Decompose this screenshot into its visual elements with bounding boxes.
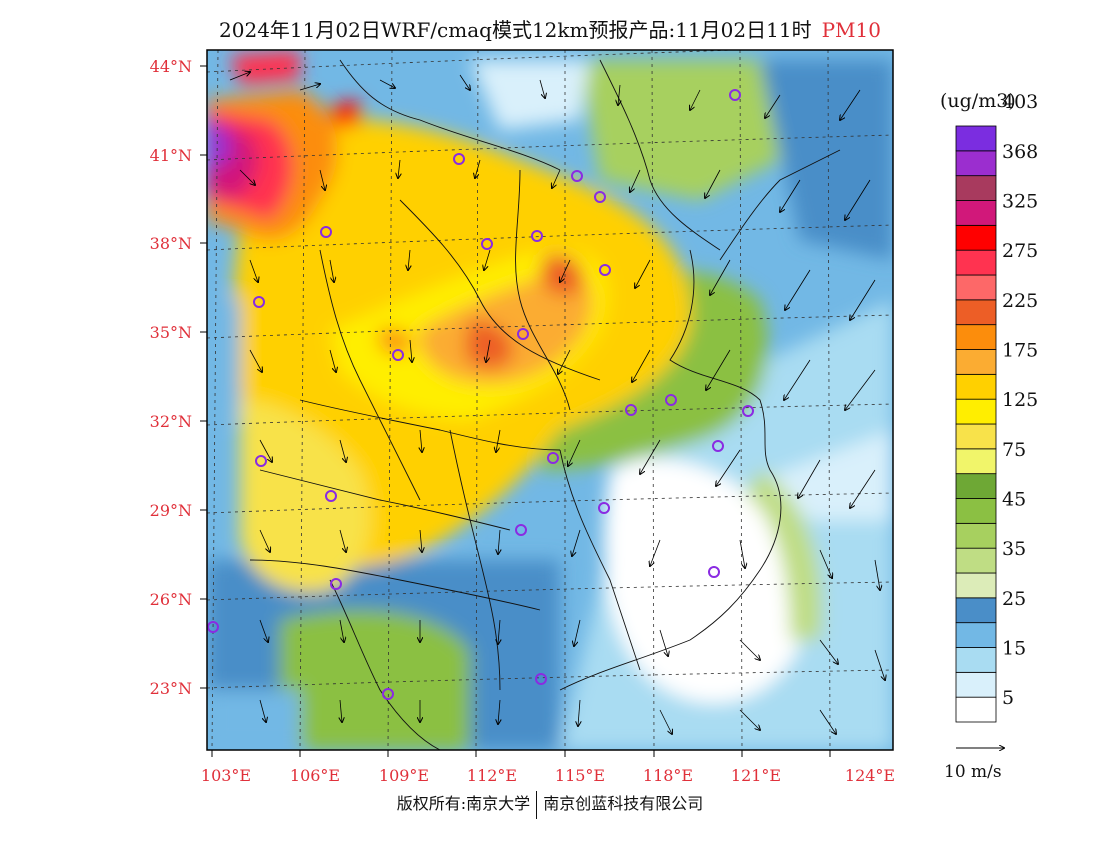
colorbar-bin [955,224,997,251]
colorbar-tick-label: 225 [1002,290,1038,312]
colorbar-tick-label: 125 [1002,389,1038,411]
copyright: 版权所有:南京大学 南京创蓝科技有限公司 [0,790,1100,819]
city-marker [481,238,493,250]
city-marker [320,226,332,238]
colorbar-bin [955,473,997,499]
colorbar [955,125,997,723]
province-boundaries [249,59,841,750]
colorbar-bin [955,597,997,624]
lat-label: 23°N [150,679,192,698]
colorbar-tick-label: 175 [1002,340,1038,362]
city-marker [325,490,337,502]
colorbar-bin [955,249,997,276]
copyright-right: 南京创蓝科技有限公司 [543,794,704,813]
city-marker [547,452,559,464]
wind-reference-label: 10 m/s [944,762,1002,782]
lat-label: 29°N [150,501,192,520]
colorbar-bin [955,423,997,450]
colorbar-tick-label: 35 [1002,538,1026,560]
city-marker [517,328,529,340]
lon-label: 124°E [845,766,895,785]
lon-label: 103°E [201,766,251,785]
city-marker [599,264,611,276]
lon-label: 106°E [290,766,340,785]
city-marker [453,153,465,165]
city-marker [253,296,265,308]
colorbar-tick-label: 403 [1002,91,1038,113]
city-marker [712,440,724,452]
city-marker [392,349,404,361]
city-marker [531,230,543,242]
concentration-field [207,50,893,750]
colorbar-bin [955,324,997,350]
lon-label: 109°E [379,766,429,785]
latitude-axis: 44°N 41°N 38°N 35°N 32°N 29°N 26°N 23°N [150,57,207,698]
colorbar-bin [955,647,997,673]
city-marker [535,673,547,685]
colorbar-tick-label: 368 [1002,141,1038,163]
colorbar-bin [955,349,997,375]
colorbar-bin [955,671,997,698]
lat-label: 32°N [150,412,192,431]
city-marker [382,688,394,700]
lon-label: 118°E [643,766,693,785]
colorbar-bin [955,125,997,152]
colorbar-tick-label: 45 [1002,489,1026,511]
colorbar-bin [955,547,997,574]
city-marker [729,89,741,101]
city-marker [571,170,583,182]
lat-label: 44°N [150,57,192,76]
colorbar-bin [955,572,997,599]
lon-label: 121°E [731,766,781,785]
longitude-axis: 103°E 106°E 109°E 112°E 115°E 118°E 121°… [201,750,895,785]
colorbar-tick-label: 275 [1002,240,1038,262]
city-marker [594,191,606,203]
copyright-separator [536,790,538,819]
colorbar-unit: (ug/m3) [940,90,1016,112]
lat-label: 38°N [150,234,192,253]
city-marker [207,621,219,633]
colorbar-labels: 5 15 25 35 45 75 125 175 225 275 325 368 403 [1002,91,1038,709]
colorbar-bin [955,274,997,301]
lat-label: 35°N [150,323,192,342]
map-frame [206,49,894,751]
lon-label: 115°E [555,766,605,785]
colorbar-bin [955,175,997,201]
colorbar-bin [955,200,997,226]
city-marker [330,578,342,590]
colorbar-bin [955,522,997,549]
copyright-left: 版权所有:南京大学 [396,794,531,813]
city-marker [255,455,267,467]
colorbar-bin [955,398,997,425]
colorbar-bin [955,498,997,524]
lat-label: 41°N [150,146,192,165]
city-marker [708,566,720,578]
title-main: 2024年11月02日WRF/cmaq模式12km预报产品:11月02日11时 [219,18,812,42]
colorbar-bin [955,150,997,177]
colorbar-bin [955,622,997,648]
wind-vectors [229,72,885,734]
city-marker [625,404,637,416]
colorbar-tick-label: 25 [1002,588,1026,610]
colorbar-bin [955,696,997,723]
city-marker [665,394,677,406]
lat-label: 26°N [150,590,192,609]
colorbar-bin [955,299,997,326]
lon-label: 112°E [467,766,517,785]
city-markers [207,89,754,700]
colorbar-bin [955,448,997,475]
graticule [207,50,893,750]
city-marker [598,502,610,514]
pollutant-name: PM10 [821,18,881,42]
city-marker [515,524,527,536]
colorbar-tick-label: 5 [1002,687,1014,709]
colorbar-bin [955,373,997,400]
colorbar-tick-label: 325 [1002,191,1038,213]
colorbar-tick-label: 75 [1002,439,1026,461]
colorbar-tick-label: 15 [1002,638,1026,660]
city-marker [742,405,754,417]
map-title: 2024年11月02日WRF/cmaq模式12km预报产品:11月02日11时 P… [0,14,1100,43]
